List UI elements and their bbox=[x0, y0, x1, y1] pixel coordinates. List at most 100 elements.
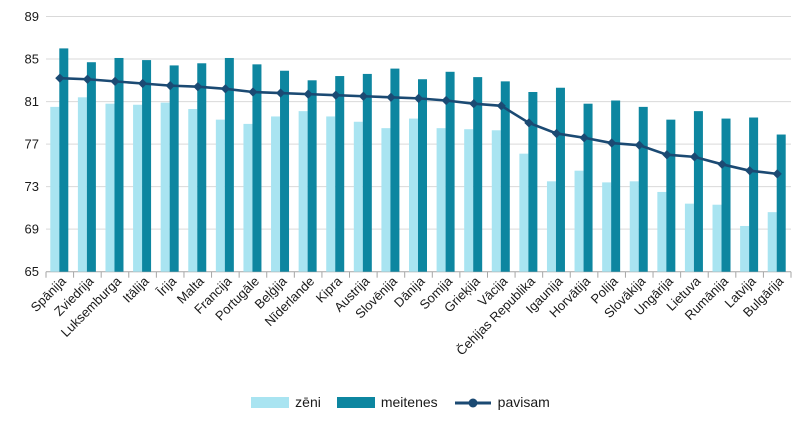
line-point-Portugāle bbox=[248, 87, 258, 97]
line-point-Austrija bbox=[358, 91, 368, 101]
bar-zeni-Malta bbox=[188, 109, 198, 272]
y-tick-label-89: 89 bbox=[25, 9, 39, 24]
line-point-Horvātija bbox=[579, 133, 589, 143]
bar-meitenes-Dānija bbox=[418, 79, 427, 272]
bar-meitenes-Nīderlande bbox=[307, 80, 317, 272]
bar-meitenes-Beļģija bbox=[280, 70, 290, 272]
line-point-Luksemburga bbox=[110, 76, 120, 86]
bar-meitenes-Zviedrija bbox=[86, 62, 96, 272]
bar-zeni-Vācija bbox=[491, 130, 501, 272]
legend-label-pavisam: pavisam bbox=[497, 394, 550, 410]
bar-meitenes-Itālija bbox=[142, 60, 152, 272]
line-point-Latvija bbox=[745, 166, 755, 176]
legend-item-zeni: zēni bbox=[251, 395, 321, 409]
bar-meitenes-Ungārija bbox=[666, 119, 676, 272]
bar-zeni-Itālija bbox=[133, 104, 143, 272]
x-axis-label-Itālija: Itālija bbox=[120, 273, 153, 306]
line-point-Ungārija bbox=[662, 150, 672, 160]
line-point-Spānija bbox=[55, 73, 65, 83]
line-point-Slovākija bbox=[634, 140, 644, 150]
legend-pavisam-glyph bbox=[454, 398, 491, 408]
bar-zeni-Slovākija bbox=[629, 181, 639, 272]
bar-zeni-Bulgārija bbox=[767, 212, 777, 272]
bar-meitenes-Spānija bbox=[59, 48, 69, 272]
legend-label-meitenes: meitenes bbox=[380, 394, 438, 410]
bar-meitenes-Malta bbox=[197, 63, 207, 272]
bar-meitenes-Vācija bbox=[500, 81, 510, 272]
bar-zeni-Zviedrija bbox=[77, 97, 87, 272]
bar-zeni-Portugāle bbox=[243, 123, 253, 272]
bar-meitenes-Horvātija bbox=[583, 103, 593, 272]
bar-meitenes-Kipra bbox=[335, 76, 345, 272]
line-point-Lietuva bbox=[689, 152, 700, 162]
bar-zeni-Latvija bbox=[740, 225, 750, 272]
bar-meitenes-Rumānija bbox=[721, 118, 731, 272]
line-point-Igaunija bbox=[551, 128, 562, 139]
line-point-Zviedrija bbox=[82, 74, 92, 84]
bar-meitenes-Luksemburga bbox=[114, 57, 124, 272]
line-point-Itālija bbox=[137, 78, 148, 89]
bar-zeni-Horvātija bbox=[574, 170, 584, 272]
line-point-Slovēnija bbox=[386, 92, 396, 102]
bar-zeni-Spānija bbox=[50, 106, 60, 272]
bar-zeni-Polija bbox=[602, 182, 612, 272]
bar-zeni-Dānija bbox=[409, 118, 418, 272]
line-point-Francija bbox=[220, 84, 230, 94]
bar-zeni-Luksemburga bbox=[105, 103, 115, 272]
line-point-Bulgārija bbox=[772, 169, 782, 179]
bar-meitenes-Grieķija bbox=[473, 77, 483, 272]
bar-zeni-Ungārija bbox=[657, 191, 667, 272]
legend-item-pavisam: pavisam bbox=[454, 395, 550, 409]
line-point-Īrija bbox=[165, 81, 175, 91]
y-tick-label-85: 85 bbox=[25, 52, 39, 67]
bar-zeni-Kipra bbox=[326, 116, 336, 272]
bar-meitenes-Austrija bbox=[362, 73, 372, 272]
line-point-Rumānija bbox=[717, 159, 727, 169]
bar-zeni-Beļģija bbox=[271, 116, 281, 272]
bar-zeni-Somija bbox=[436, 128, 446, 272]
y-tick-label-65: 65 bbox=[25, 264, 39, 279]
bar-zeni-Grieķija bbox=[464, 129, 474, 272]
bar-zeni-Francija bbox=[215, 119, 225, 272]
line-point-Čehijas Republika bbox=[524, 118, 534, 128]
y-tick-label-73: 73 bbox=[25, 179, 39, 194]
line-point-Malta bbox=[193, 82, 203, 92]
bar-meitenes-Īrija bbox=[169, 65, 179, 272]
bar-zeni-Čehijas Republika bbox=[519, 153, 529, 272]
legend-swatch-meitenes bbox=[336, 396, 375, 408]
bar-meitenes-Portugāle bbox=[252, 64, 262, 272]
chart-plot-area: 65697377818589SpānijaZviedrijaLuksemburg… bbox=[25, 9, 792, 358]
bar-meitenes-Latvija bbox=[749, 117, 759, 272]
line-point-Polija bbox=[607, 138, 617, 148]
bar-zeni-Rumānija bbox=[712, 204, 722, 272]
line-point-Beļģija bbox=[275, 88, 286, 98]
legend-label-zeni: zēni bbox=[295, 394, 321, 410]
y-tick-label-77: 77 bbox=[25, 137, 39, 152]
legend: zēni meitenes pavisam bbox=[0, 395, 801, 409]
bar-zeni-Nīderlande bbox=[298, 111, 308, 272]
bar-meitenes-Slovākija bbox=[638, 106, 648, 272]
y-tick-label-81: 81 bbox=[25, 94, 39, 109]
line-point-Grieķija bbox=[469, 99, 479, 109]
line-point-Somija bbox=[441, 95, 451, 106]
legend-line-marker-pavisam bbox=[454, 396, 492, 408]
bar-zeni-Austrija bbox=[353, 121, 363, 272]
bar-meitenes-Lietuva bbox=[693, 111, 703, 272]
line-point-Nīderlande bbox=[303, 89, 313, 99]
legend-item-meitenes: meitenes bbox=[336, 394, 438, 410]
bar-zeni-Lietuva bbox=[684, 203, 694, 272]
bar-meitenes-Čehijas Republika bbox=[528, 91, 538, 272]
legend-swatch-zeni bbox=[251, 396, 290, 408]
bar-meitenes-Polija bbox=[611, 100, 621, 272]
bar-meitenes-Francija bbox=[224, 57, 234, 272]
bar-meitenes-Somija bbox=[445, 71, 455, 272]
bar-zeni-Igaunija bbox=[546, 181, 556, 272]
bar-zeni-Īrija bbox=[160, 102, 170, 272]
y-tick-label-69: 69 bbox=[25, 222, 39, 237]
line-point-Vācija bbox=[496, 101, 506, 111]
bar-zeni-Slovēnija bbox=[381, 128, 391, 272]
line-point-Dānija bbox=[413, 93, 424, 103]
line-point-Kipra bbox=[331, 90, 341, 100]
bar-meitenes-Slovēnija bbox=[390, 68, 400, 272]
